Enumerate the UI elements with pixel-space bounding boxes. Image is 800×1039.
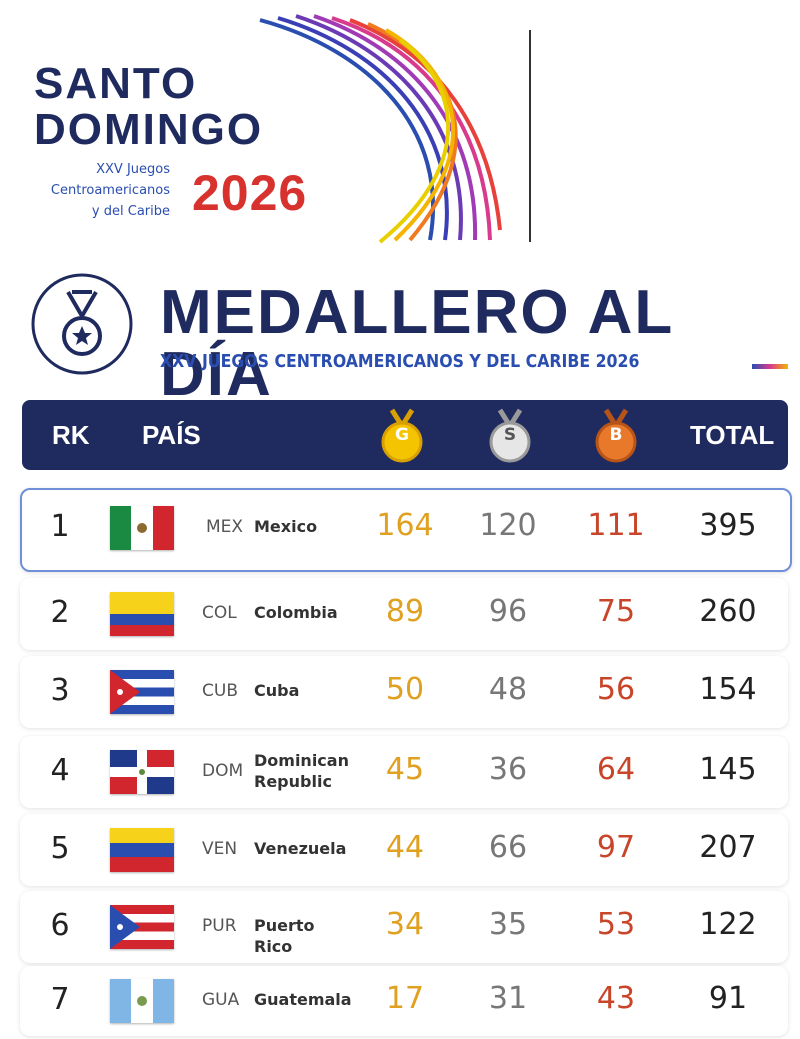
- total-count: 260: [699, 594, 757, 629]
- rank: 7: [50, 982, 70, 1017]
- silver-count: 31: [488, 981, 528, 1016]
- country-name: Venezuela: [254, 839, 347, 858]
- country-code: MEX: [206, 517, 244, 537]
- flag: [110, 592, 174, 636]
- column-header: G: [395, 425, 409, 445]
- bronze-count: 56: [596, 672, 636, 707]
- bronze-count: 53: [596, 907, 636, 942]
- logo-text: DOMINGO: [34, 105, 264, 154]
- medal-icon: [380, 408, 424, 464]
- gold-count: 164: [376, 508, 434, 543]
- country-name: Mexico: [254, 517, 318, 536]
- gold-count: 45: [385, 752, 425, 787]
- logo-subtext: XXV Juegos: [96, 162, 170, 177]
- total-count: 145: [699, 752, 757, 787]
- country-code: GUA: [202, 990, 240, 1010]
- medal-badge-icon: [31, 273, 133, 375]
- rank: 5: [50, 831, 70, 866]
- logo-year: 2026: [192, 165, 308, 221]
- total-count: 207: [699, 830, 757, 865]
- column-header: TOTAL: [690, 420, 775, 450]
- total-count: 91: [708, 981, 748, 1016]
- flag: [110, 670, 174, 714]
- country-name: Puerto Rico: [254, 916, 315, 956]
- logo-subtext: Centroamericanos: [50, 183, 170, 198]
- logo-divider: [529, 30, 531, 242]
- medal-icon: [488, 408, 532, 464]
- logo-text: SANTO: [34, 59, 198, 108]
- rank: 4: [50, 753, 70, 788]
- rank: 3: [50, 673, 70, 708]
- silver-count: 35: [488, 907, 528, 942]
- gold-count: 34: [385, 907, 425, 942]
- country-name: Colombia: [254, 603, 338, 622]
- subtitle-accent: [752, 364, 788, 369]
- silver-count: 120: [479, 508, 537, 543]
- subtitle: XXV JUEGOS CENTROAMERICANOS Y DEL CARIBE…: [160, 352, 640, 372]
- country-code: VEN: [202, 839, 238, 859]
- flag: [110, 979, 174, 1023]
- bronze-count: 111: [587, 508, 645, 543]
- logo-ribbons: [259, 14, 502, 244]
- flag: [110, 905, 174, 949]
- country-name: Cuba: [254, 681, 300, 700]
- gold-count: 50: [385, 672, 425, 707]
- bronze-count: 64: [596, 752, 636, 787]
- country-code: DOM: [202, 761, 244, 781]
- medal-icon: [594, 408, 638, 464]
- logo-subtext: y del Caribe: [91, 204, 170, 219]
- flag: [110, 828, 174, 872]
- gold-count: 17: [385, 981, 425, 1016]
- column-header: B: [609, 425, 623, 445]
- column-header: RK: [52, 420, 90, 450]
- column-header: PAÍS: [142, 420, 201, 450]
- flag: [110, 750, 174, 794]
- silver-count: 66: [488, 830, 528, 865]
- bronze-count: 43: [596, 981, 636, 1016]
- bronze-count: 75: [596, 594, 636, 629]
- rank: 2: [50, 595, 70, 630]
- country-name: Dominican Republic: [254, 751, 349, 791]
- country-code: PUR: [202, 916, 237, 936]
- total-count: 154: [699, 672, 757, 707]
- total-count: 395: [699, 508, 757, 543]
- country-code: COL: [202, 603, 237, 623]
- silver-count: 36: [488, 752, 528, 787]
- country-code: CUB: [202, 681, 238, 701]
- column-header: S: [503, 425, 517, 445]
- title: MEDALLERO AL DÍA: [160, 278, 674, 409]
- gold-count: 44: [385, 830, 425, 865]
- rank: 6: [50, 908, 70, 943]
- country-name: Guatemala: [254, 990, 352, 1009]
- silver-count: 48: [488, 672, 528, 707]
- bronze-count: 97: [596, 830, 636, 865]
- rank: 1: [50, 509, 70, 544]
- flag: [110, 506, 174, 550]
- gold-count: 89: [385, 594, 425, 629]
- silver-count: 96: [488, 594, 528, 629]
- total-count: 122: [699, 907, 757, 942]
